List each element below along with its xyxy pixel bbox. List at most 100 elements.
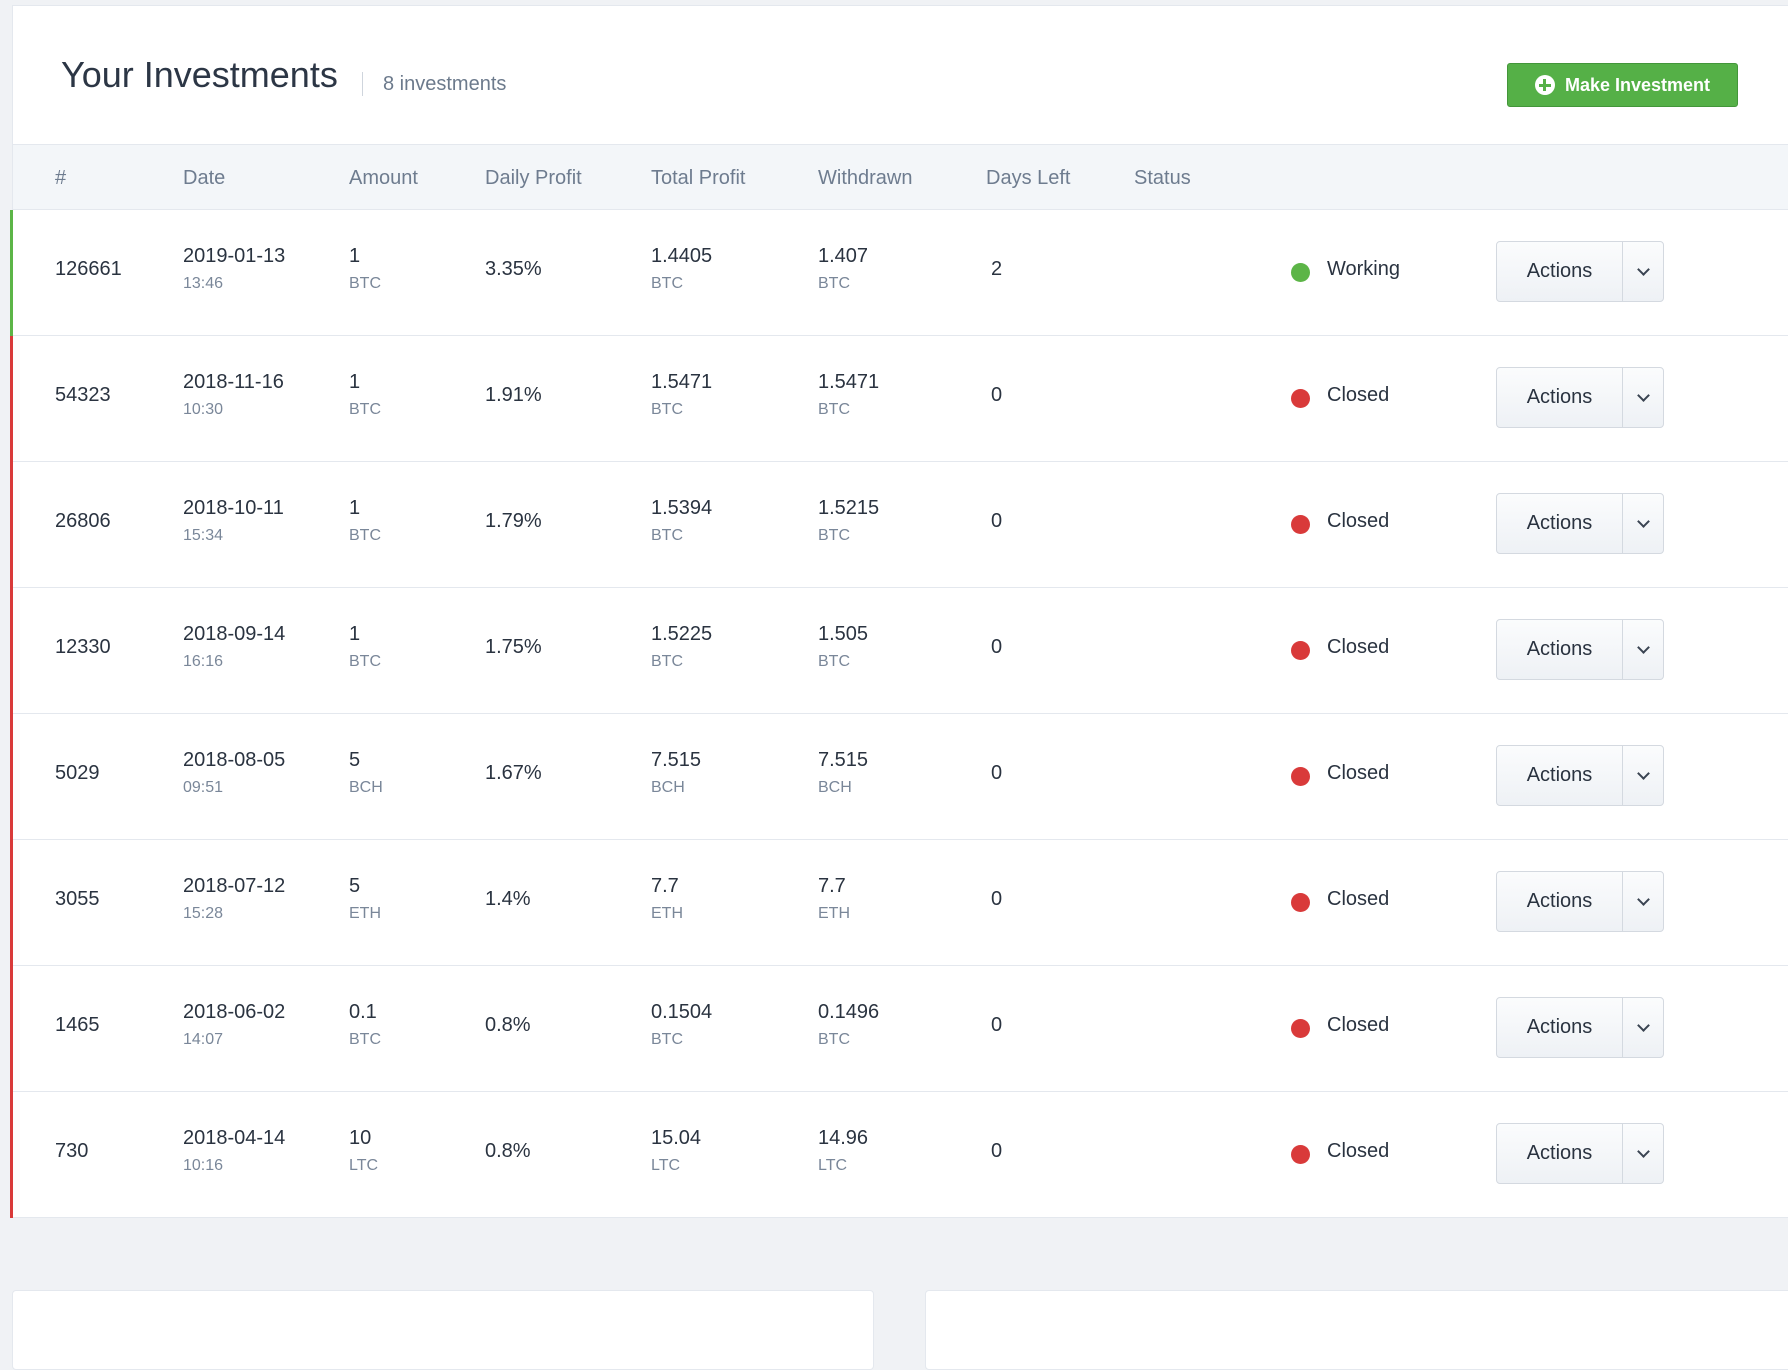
status-badge: Closed — [1327, 762, 1390, 784]
withdrawn-unit: ETH — [818, 905, 850, 922]
status-badge: Closed — [1327, 636, 1390, 658]
withdrawn-unit: BCH — [818, 779, 852, 796]
amount-value: 1 — [349, 497, 361, 519]
date-value: 2018-07-12 — [183, 875, 286, 897]
withdrawn: 7.515 BCH — [818, 749, 868, 797]
total-profit-value: 1.5471 — [651, 371, 713, 393]
status-dot-icon — [1291, 641, 1310, 660]
investments-card: Your Investments 8 investments Make Inve… — [10, 5, 1788, 1218]
actions-button[interactable]: Actions — [1497, 746, 1623, 805]
daily-profit: 0.8% — [485, 1014, 531, 1036]
status-badge: Closed — [1327, 384, 1390, 406]
total-profit-value: 1.4405 — [651, 245, 713, 267]
time-value: 09:51 — [183, 779, 224, 796]
status-stripe — [10, 336, 13, 462]
actions-dropdown-toggle[interactable] — [1623, 746, 1663, 805]
withdrawn-value: 1.5215 — [818, 497, 880, 519]
amount-unit: BTC — [349, 275, 381, 292]
total-profit-unit: BTC — [651, 1031, 683, 1048]
investment-amount: 1 BTC — [349, 623, 381, 671]
actions-dropdown-toggle[interactable] — [1623, 1124, 1663, 1183]
status-stripe — [10, 1092, 13, 1218]
status-badge: Working — [1327, 258, 1400, 280]
status-badge: Closed — [1327, 1014, 1390, 1036]
page-title: Your Investments — [61, 54, 338, 95]
status-dot-icon — [1291, 263, 1310, 282]
chevron-down-icon — [1636, 514, 1650, 528]
investment-id: 1465 — [55, 1014, 100, 1036]
status-stripe — [10, 840, 13, 966]
total-profit: 7.515 BCH — [651, 749, 701, 797]
time-value: 15:28 — [183, 905, 224, 922]
date-value: 2018-08-05 — [183, 749, 286, 771]
make-investment-label: Make Investment — [1564, 74, 1711, 95]
actions-button[interactable]: Actions — [1497, 1124, 1623, 1183]
chevron-down-icon — [1636, 388, 1650, 402]
amount-value: 10 — [349, 1127, 372, 1149]
date-value: 2018-11-16 — [183, 371, 284, 393]
actions-button[interactable]: Actions — [1497, 998, 1623, 1057]
amount-unit: LTC — [349, 1157, 379, 1174]
investment-count: 8 investments — [383, 73, 507, 95]
days-left: 0 — [991, 636, 1003, 658]
amount-unit: BTC — [349, 527, 381, 544]
withdrawn-value: 1.505 — [818, 623, 869, 645]
total-profit-value: 7.515 — [651, 749, 702, 771]
total-profit-value: 1.5394 — [651, 497, 713, 519]
daily-profit: 1.75% — [485, 636, 542, 658]
actions-button[interactable]: Actions — [1497, 494, 1623, 553]
table-body: 126661 2019-01-13 13:46 1 BTC 3.35% 1.44… — [10, 210, 1788, 1218]
withdrawn-unit: BTC — [818, 653, 850, 670]
daily-profit: 3.35% — [485, 258, 542, 280]
status-dot-icon — [1291, 1145, 1310, 1164]
actions-button[interactable]: Actions — [1497, 368, 1623, 427]
daily-profit: 1.4% — [485, 888, 531, 910]
actions-dropdown-toggle[interactable] — [1623, 242, 1663, 301]
investment-id: 5029 — [55, 762, 100, 784]
table-row: 126661 2019-01-13 13:46 1 BTC 3.35% 1.44… — [10, 210, 1788, 336]
actions-dropdown-toggle[interactable] — [1623, 368, 1663, 427]
total-profit: 1.5471 BTC — [651, 371, 712, 419]
column-header-withdrawn: Withdrawn — [818, 167, 913, 189]
column-header-amount: Amount — [349, 167, 418, 189]
actions-dropdown-toggle[interactable] — [1623, 998, 1663, 1057]
investment-date: 2019-01-13 13:46 — [183, 245, 285, 293]
amount-value: 5 — [349, 749, 361, 771]
days-left: 0 — [991, 1014, 1003, 1036]
actions-dropdown-toggle[interactable] — [1623, 494, 1663, 553]
actions-button[interactable]: Actions — [1497, 242, 1623, 301]
total-profit: 1.5225 BTC — [651, 623, 712, 671]
amount-unit: ETH — [349, 905, 381, 922]
column-header-date: Date — [183, 167, 226, 189]
investment-date: 2018-09-14 16:16 — [183, 623, 285, 671]
total-profit-value: 0.1504 — [651, 1001, 713, 1023]
table-row: 1465 2018-06-02 14:07 0.1 BTC 0.8% 0.150… — [10, 966, 1788, 1092]
actions-dropdown-toggle[interactable] — [1623, 872, 1663, 931]
status-dot-icon — [1291, 389, 1310, 408]
actions-button[interactable]: Actions — [1497, 872, 1623, 931]
actions-split-button: Actions — [1496, 367, 1664, 428]
total-profit: 0.1504 BTC — [651, 1001, 712, 1049]
withdrawn-value: 7.7 — [818, 875, 846, 897]
total-profit: 1.5394 BTC — [651, 497, 712, 545]
amount-unit: BCH — [349, 779, 383, 796]
daily-profit: 1.79% — [485, 510, 542, 532]
make-investment-button[interactable]: Make Investment — [1507, 63, 1738, 107]
withdrawn-value: 1.5471 — [818, 371, 880, 393]
withdrawn: 7.7 ETH — [818, 875, 850, 923]
actions-dropdown-toggle[interactable] — [1623, 620, 1663, 679]
date-value: 2018-06-02 — [183, 1001, 286, 1023]
withdrawn-unit: BTC — [818, 401, 850, 418]
total-profit-unit: BTC — [651, 401, 683, 418]
withdrawn: 0.1496 BTC — [818, 1001, 879, 1049]
status-dot-icon — [1291, 893, 1310, 912]
total-profit-unit: ETH — [651, 905, 683, 922]
withdrawn-unit: LTC — [818, 1157, 848, 1174]
time-value: 14:07 — [183, 1031, 224, 1048]
status-badge: Closed — [1327, 888, 1390, 910]
actions-button[interactable]: Actions — [1497, 620, 1623, 679]
amount-value: 0.1 — [349, 1001, 377, 1023]
days-left: 0 — [991, 888, 1003, 910]
chevron-down-icon — [1636, 1018, 1650, 1032]
withdrawn-value: 7.515 — [818, 749, 869, 771]
